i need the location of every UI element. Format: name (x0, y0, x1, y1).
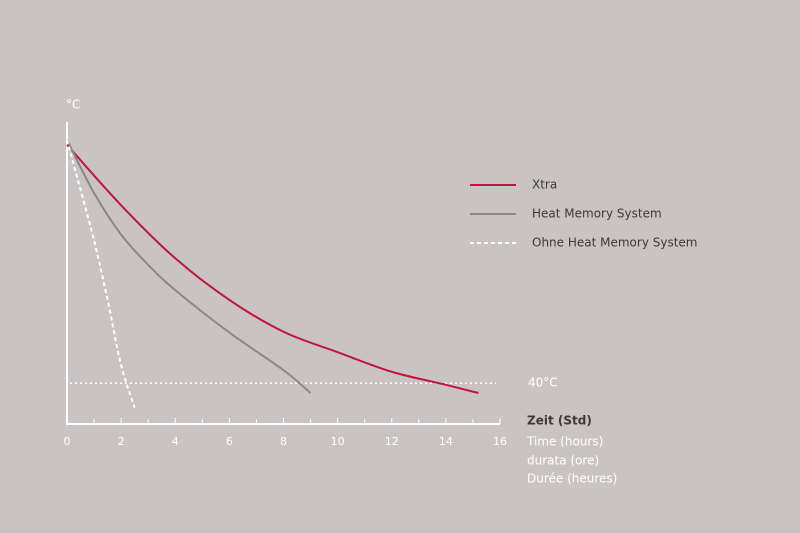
x-axis-label-translation: durata (ore) (527, 454, 599, 468)
x-tick-label: 8 (280, 435, 287, 448)
x-axis-label: Zeit (Std) (527, 414, 592, 428)
series-line (66, 139, 312, 394)
x-tick-label: 16 (493, 435, 507, 448)
legend-label: Heat Memory System (532, 207, 662, 221)
series-line (66, 144, 479, 394)
x-tick-label: 2 (118, 435, 125, 448)
x-axis-label-translation: Durée (heures) (527, 472, 617, 486)
x-tick-label: 12 (385, 435, 399, 448)
x-tick-label: 0 (64, 435, 71, 448)
x-tick-label: 6 (226, 435, 233, 448)
legend-label: Ohne Heat Memory System (532, 236, 698, 250)
x-tick-label: 4 (172, 435, 179, 448)
x-axis-label-translation: Time (hours) (526, 435, 603, 449)
x-tick-label: 14 (439, 435, 453, 448)
x-tick-label: 10 (331, 435, 345, 448)
legend-label: Xtra (532, 178, 557, 192)
y-axis-label: °C (66, 98, 80, 112)
reference-label: 40°C (528, 376, 558, 390)
